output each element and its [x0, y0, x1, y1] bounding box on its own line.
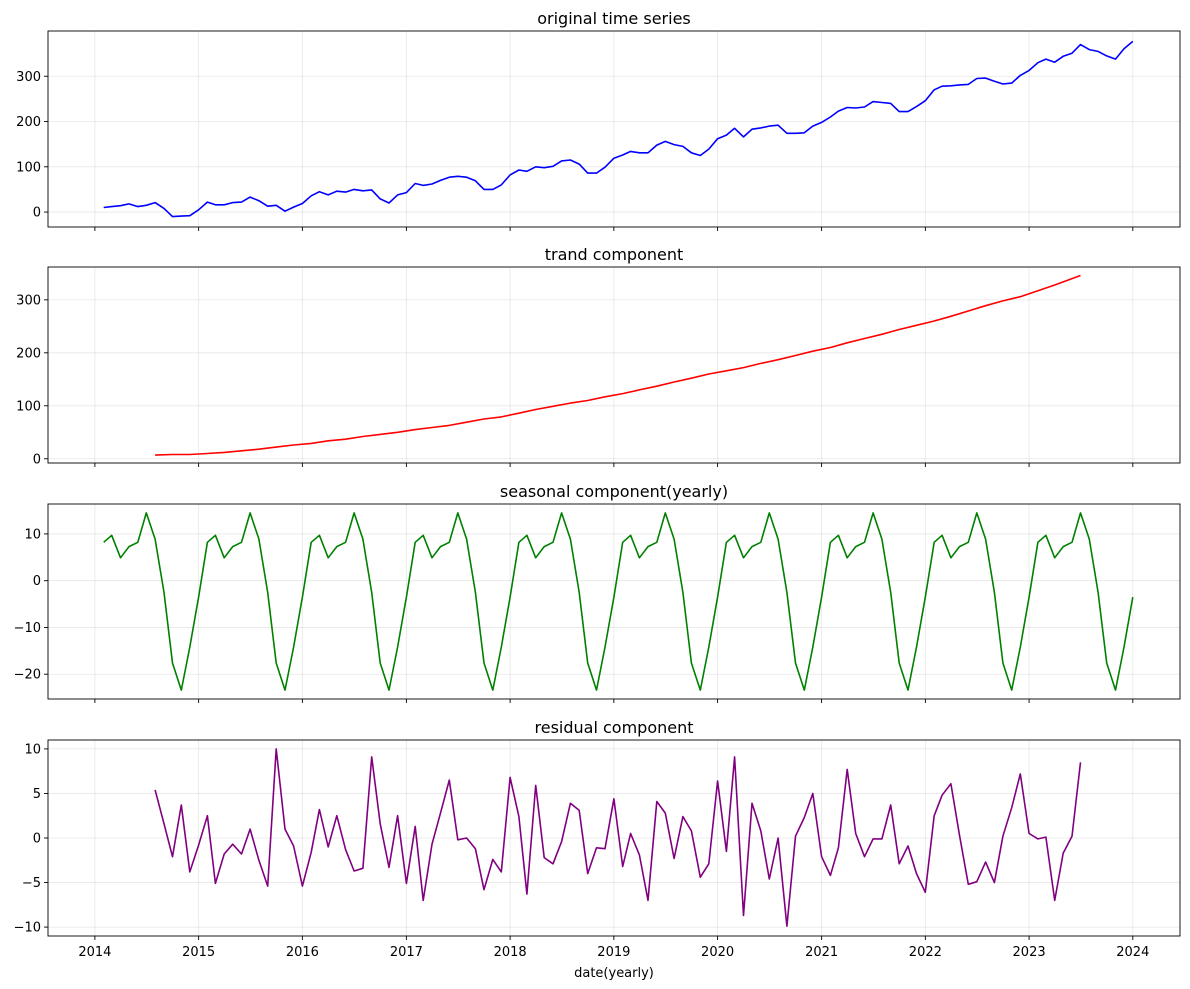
y-tick-label: 200: [16, 115, 41, 130]
x-tick-label: 2022: [909, 945, 942, 960]
x-tick-label: 2014: [78, 945, 111, 960]
y-tick-label: 100: [16, 399, 41, 414]
series-line: [155, 274, 1081, 456]
y-tick-label: 10: [24, 527, 41, 542]
y-tick-label: 200: [16, 346, 41, 361]
subplot-title: residual component: [535, 718, 694, 737]
y-tick-label: 0: [33, 206, 41, 221]
x-tick-label: 2016: [286, 945, 319, 960]
subplot-title: original time series: [537, 9, 691, 28]
x-tick-label: 2015: [182, 945, 215, 960]
x-tick-label: 2019: [597, 945, 630, 960]
grid: [48, 31, 1180, 227]
y-tick-label: 10: [24, 742, 41, 757]
y-tick-label: 0: [33, 452, 41, 467]
y-tick-label: −10: [14, 621, 41, 636]
grid: [48, 267, 1180, 463]
y-tick-label: 5: [33, 787, 41, 802]
y-tick-label: −10: [14, 921, 41, 936]
series-line: [154, 748, 1082, 928]
y-tick-label: 300: [16, 70, 41, 85]
x-tick-label: 2023: [1013, 945, 1046, 960]
grid: [48, 740, 1180, 936]
subplot-2: 0 100 200 300 trand component: [16, 245, 1181, 467]
x-tick-label: 2024: [1116, 945, 1149, 960]
series-line: [103, 512, 1134, 691]
y-tick-label: 0: [33, 574, 41, 589]
subplot-title: trand component: [545, 245, 684, 264]
subplot-1: 0 100 200 300 original time series: [16, 9, 1181, 231]
x-tick-label: 2017: [390, 945, 423, 960]
subplot-4: −10 −5 0 5 10 2014 2015 2016 2017 2018 2019 2020 202…: [14, 718, 1181, 960]
y-tick-label: −5: [22, 876, 41, 891]
y-tick-label: 100: [16, 160, 41, 175]
series-line: [103, 40, 1134, 218]
y-tick-label: −20: [14, 668, 41, 683]
y-tick-label: 300: [16, 293, 41, 308]
x-axis-label: date(yearly): [574, 966, 654, 981]
x-tick-label: 2021: [805, 945, 838, 960]
subplot-3: −20 −10 0 10 seasonal component(yearly): [14, 482, 1181, 703]
x-tick-label: 2020: [701, 945, 734, 960]
x-tick-label: 2018: [494, 945, 527, 960]
grid: [48, 504, 1180, 699]
y-tick-label: 0: [33, 832, 41, 847]
subplot-title: seasonal component(yearly): [500, 482, 728, 501]
